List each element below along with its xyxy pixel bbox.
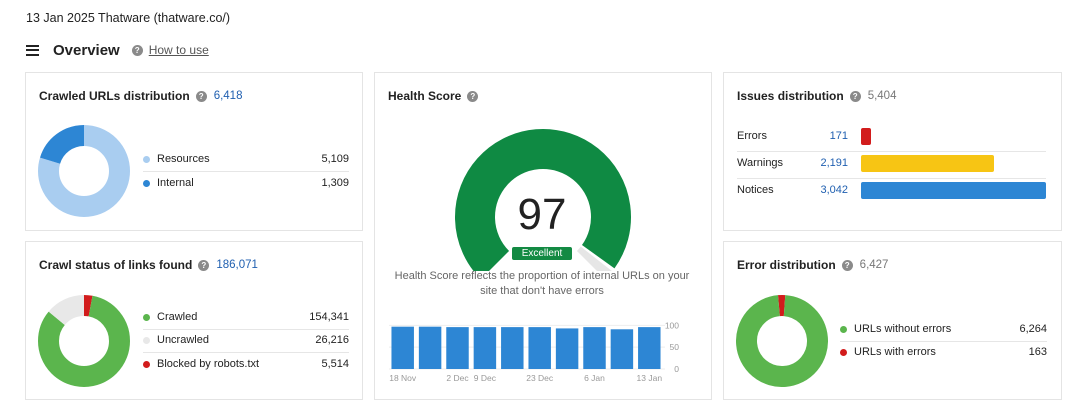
divider <box>737 178 1046 179</box>
breadcrumb: 13 Jan 2025 Thatware (thatware.co/) <box>26 11 231 25</box>
error-distribution-card: Error distribution ? 6,427 URLs without … <box>723 241 1062 400</box>
legend-crawled[interactable]: Crawled 154,341 <box>143 311 349 323</box>
uncrawled-slice[interactable] <box>38 295 130 387</box>
legend-urls-with-errors[interactable]: URLs with errors 163 <box>840 346 1047 358</box>
y-tick-label: 50 <box>670 342 680 352</box>
health-score-value: 97 <box>517 190 567 239</box>
legend-internal[interactable]: Internal 1,309 <box>143 177 349 189</box>
crawl-status-title[interactable]: Crawl status of links found ? 186,071 <box>39 258 258 272</box>
history-bar[interactable] <box>555 328 579 369</box>
urls-without-errors-slice[interactable] <box>736 295 828 387</box>
issue-count-errors[interactable]: 171 <box>829 130 848 142</box>
divider <box>143 352 349 353</box>
crawled-urls-donut[interactable] <box>38 125 130 217</box>
issue-label-notices: Notices <box>737 184 774 196</box>
y-tick-label: 0 <box>674 364 679 374</box>
issue-label-errors: Errors <box>737 130 767 142</box>
health-score-history-chart[interactable]: 100 50 0 18 Nov 2 Dec 9 Dec 23 Dec 6 Jan 13 Jan <box>383 313 703 389</box>
health-score-badge: Excellent <box>511 247 573 260</box>
error-distribution-count: 6,427 <box>859 259 889 271</box>
crawled-dot-icon <box>143 313 150 321</box>
error-distribution-title: Error distribution ? 6,427 <box>737 258 889 272</box>
history-bar[interactable] <box>528 327 551 369</box>
x-tick-label: 6 Jan <box>584 373 605 383</box>
history-bar[interactable] <box>391 326 414 369</box>
crawled-slice[interactable] <box>38 295 130 387</box>
menu-icon[interactable] <box>26 44 39 56</box>
issue-bar-errors[interactable] <box>861 128 872 145</box>
crawled-urls-count[interactable]: 6,418 <box>213 90 243 102</box>
issue-label-warnings: Warnings <box>737 157 784 169</box>
blocked-dot-icon <box>143 360 150 368</box>
x-tick-label: 9 Dec <box>474 373 497 383</box>
health-score-card: Health Score ? 97 Excellent Health Score… <box>374 72 712 400</box>
help-icon[interactable]: ? <box>195 90 207 102</box>
issue-bar-warnings[interactable] <box>861 155 995 172</box>
divider <box>143 171 349 172</box>
issue-bar-notices[interactable] <box>861 182 1046 199</box>
uncrawled-dot-icon <box>143 336 150 344</box>
legend-uncrawled[interactable]: Uncrawled 26,216 <box>143 334 349 346</box>
error-distribution-donut[interactable] <box>736 295 828 387</box>
history-bar[interactable] <box>418 326 442 369</box>
legend-blocked[interactable]: Blocked by robots.txt 5,514 <box>143 358 349 370</box>
page-header: Overview ? How to use <box>26 40 209 60</box>
x-tick-label: 2 Dec <box>446 373 469 383</box>
internal-slice[interactable] <box>38 125 130 217</box>
crawl-status-donut[interactable] <box>38 295 130 387</box>
x-tick-label: 23 Dec <box>526 373 554 383</box>
health-score-description: Health Score reflects the proportion of … <box>394 270 690 297</box>
with-errors-dot-icon <box>840 348 847 356</box>
crawl-status-card: Crawl status of links found ? 186,071 Cr… <box>25 241 363 400</box>
legend-urls-without-errors[interactable]: URLs without errors 6,264 <box>840 323 1047 335</box>
gauge-fill <box>455 129 631 271</box>
history-bar[interactable] <box>610 329 634 369</box>
y-tick-label: 100 <box>665 320 679 330</box>
resources-dot-icon <box>143 155 150 163</box>
history-bar[interactable] <box>583 327 606 369</box>
health-score-gauge[interactable] <box>447 121 639 271</box>
issue-count-warnings[interactable]: 2,191 <box>820 157 848 169</box>
help-icon[interactable]: ? <box>198 259 210 271</box>
history-bar[interactable] <box>473 327 497 369</box>
without-errors-dot-icon <box>840 325 847 333</box>
history-bar[interactable] <box>638 327 661 369</box>
crawled-urls-title[interactable]: Crawled URLs distribution ? 6,418 <box>39 89 243 103</box>
help-icon[interactable]: ? <box>467 90 479 102</box>
gauge-remainder <box>576 246 612 271</box>
issue-count-notices[interactable]: 3,042 <box>820 184 848 196</box>
divider <box>737 151 1046 152</box>
help-icon[interactable]: ? <box>849 90 861 102</box>
crawl-status-count[interactable]: 186,071 <box>216 259 258 271</box>
page-title: Overview <box>53 41 120 59</box>
divider <box>143 329 349 330</box>
divider <box>840 341 1047 342</box>
help-icon[interactable]: ? <box>841 259 853 271</box>
issues-card: Issues distribution ? 5,404 Errors 171 War… <box>723 72 1062 231</box>
x-tick-label: 13 Jan <box>637 373 663 383</box>
how-to-use-link[interactable]: How to use <box>148 43 209 57</box>
issues-count: 5,404 <box>867 90 897 102</box>
x-tick-label: 18 Nov <box>389 373 417 383</box>
crawled-urls-card: Crawled URLs distribution ? 6,418 Resour… <box>25 72 363 231</box>
history-bar[interactable] <box>446 327 469 369</box>
health-score-title: Health Score ? <box>388 89 479 103</box>
issues-title: Issues distribution ? 5,404 <box>737 89 897 103</box>
help-icon[interactable]: ? <box>131 44 143 56</box>
legend-resources[interactable]: Resources 5,109 <box>143 153 349 165</box>
internal-dot-icon <box>143 179 150 187</box>
history-bar[interactable] <box>501 327 524 369</box>
